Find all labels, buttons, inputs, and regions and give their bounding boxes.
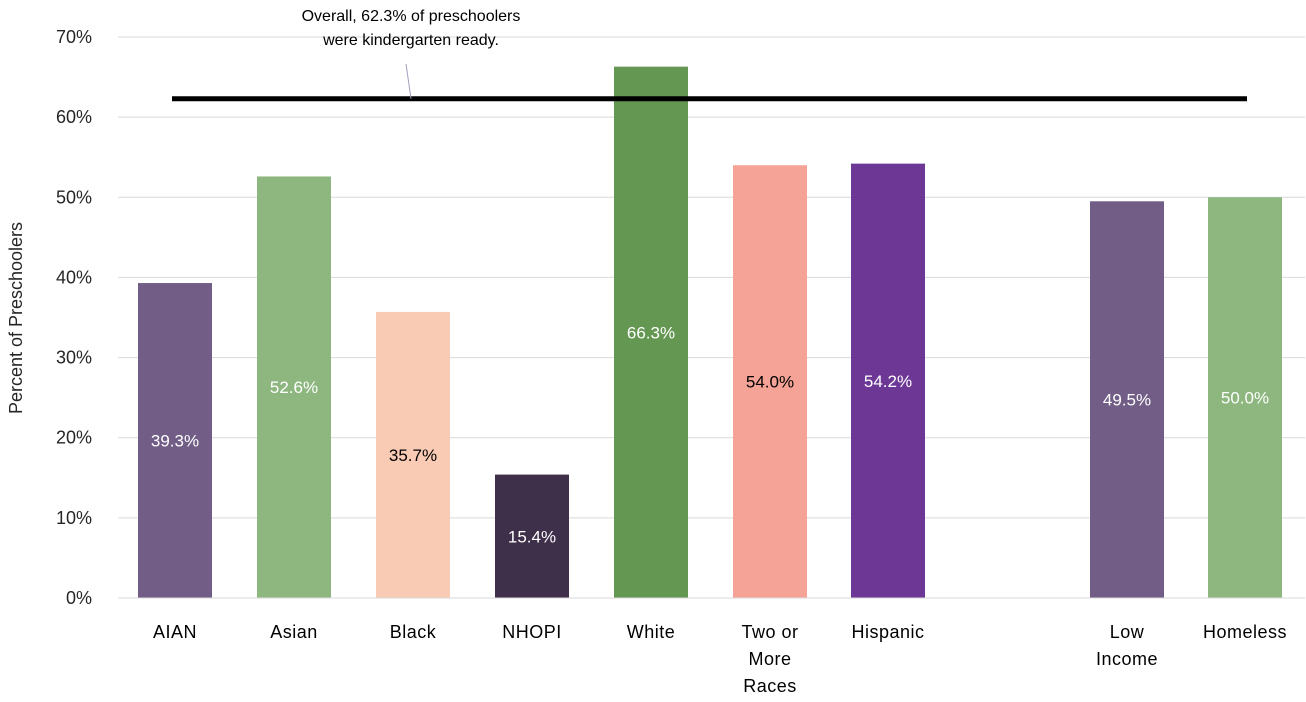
y-tick-label: 40%	[56, 267, 92, 287]
x-tick-label: NHOPI	[502, 622, 562, 642]
data-label: 35.7%	[389, 446, 437, 465]
data-label: 66.3%	[627, 323, 675, 342]
y-tick-label: 70%	[56, 27, 92, 47]
bar	[733, 165, 807, 598]
bar	[1090, 201, 1164, 599]
bar	[851, 163, 925, 598]
y-tick-label: 30%	[56, 348, 92, 368]
bar	[138, 283, 212, 598]
x-tick-label: Black	[390, 622, 437, 642]
x-tick-label: Homeless	[1203, 622, 1287, 642]
y-axis-ticks: 0% 10% 20% 30% 40% 50% 60% 70%	[56, 27, 92, 608]
data-label: 54.0%	[746, 373, 794, 392]
data-label: 54.2%	[864, 372, 912, 391]
x-tick-label: White	[627, 622, 676, 642]
x-tick-label: AIAN	[153, 622, 197, 642]
data-label: 39.3%	[151, 432, 199, 451]
bar	[376, 311, 450, 598]
data-label: 49.5%	[1103, 391, 1151, 410]
data-label: 52.6%	[270, 378, 318, 397]
y-tick-label: 0%	[66, 588, 92, 608]
bar	[1208, 197, 1282, 599]
bar	[614, 66, 688, 599]
y-tick-label: 10%	[56, 508, 92, 528]
x-tick-label: Two or More Races	[741, 622, 798, 696]
data-label: 50.0%	[1221, 389, 1269, 408]
x-tick-label: Hispanic	[851, 622, 924, 642]
data-label: 15.4%	[508, 527, 556, 546]
y-axis-label: Percent of Preschoolers	[6, 222, 26, 414]
y-tick-label: 60%	[56, 107, 92, 127]
y-tick-label: 50%	[56, 187, 92, 207]
x-tick-label: Asian	[270, 622, 318, 642]
bar	[257, 176, 331, 598]
bars: 39.3% 52.6% 35.7% 15.4% 66.3% 54.0% 54.2% 49.5%…	[138, 66, 1282, 599]
x-axis-category-labels: AIAN Asian Black NHOPI White Two or More Races H…	[153, 622, 1287, 696]
bar	[495, 474, 569, 598]
overall-annotation: Overall, 62.3% of preschoolers were kinde…	[302, 8, 521, 49]
x-tick-label: Low Income	[1096, 622, 1158, 669]
annotation-leader-line	[405, 63, 412, 99]
y-tick-label: 20%	[56, 428, 92, 448]
